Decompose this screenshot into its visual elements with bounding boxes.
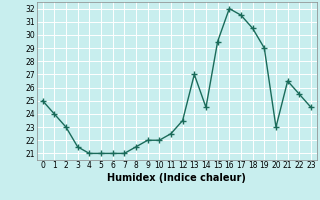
X-axis label: Humidex (Indice chaleur): Humidex (Indice chaleur)	[108, 173, 246, 183]
